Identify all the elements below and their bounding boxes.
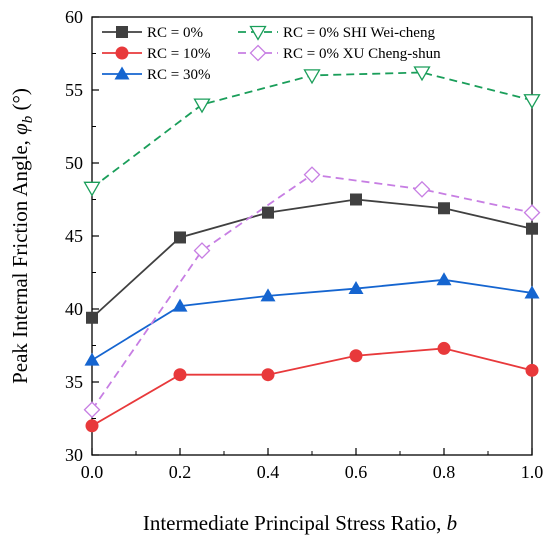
x-tick-label: 0.4 — [257, 462, 280, 482]
series-2-point — [85, 419, 99, 433]
legend-entry-label: RC = 0% XU Cheng-shun — [283, 46, 441, 62]
legend-entry-label: RC = 30% — [147, 67, 210, 83]
series-lines — [91, 71, 533, 427]
series-2-point — [261, 368, 275, 382]
series-1-point — [438, 202, 450, 215]
series-4-point — [193, 98, 211, 114]
legend-swatch-marker — [249, 44, 267, 62]
legend-entry-label: RC = 0% SHI Wei-cheng — [283, 25, 435, 41]
series-4-point — [303, 69, 321, 85]
series-2-point — [349, 349, 363, 363]
x-axis-title: Intermediate Principal Stress Ratio, b — [143, 511, 457, 535]
series-2-point — [525, 363, 539, 377]
series-3-point — [260, 288, 276, 302]
legend: RC = 0% RC = 10% RC = 30% RC = 0% SHI Wei-c… — [102, 25, 441, 83]
y-tick-label: 50 — [65, 153, 83, 173]
y-axis-title: Peak Internal Friction Angle, φb (°) — [8, 88, 36, 384]
series-5-point — [523, 204, 541, 222]
series-5-point — [193, 242, 211, 260]
series-5-point — [83, 401, 101, 419]
axis-ticks: 0.0 0.2 0.4 0.6 0.8 1.0 30 35 40 45 50 55 60 — [65, 7, 543, 482]
series-4-point — [523, 94, 541, 110]
x-tick-label: 0.2 — [169, 462, 192, 482]
series-5-point — [303, 166, 321, 184]
legend-swatch-marker — [249, 25, 267, 41]
x-axis-variable: b — [447, 511, 458, 535]
y-tick-label: 40 — [65, 299, 83, 319]
series-4-point — [83, 181, 101, 197]
y-tick-label: 45 — [65, 226, 83, 246]
series-3-point — [348, 281, 364, 295]
y-axis-variable-subscript: b — [20, 115, 36, 123]
series-1-point — [86, 311, 98, 324]
x-tick-label: 0.0 — [81, 462, 104, 482]
series-3-point — [84, 352, 100, 366]
legend-entry-label: RC = 0% — [147, 25, 203, 41]
series-3-point — [524, 285, 540, 299]
y-axis-variable: φ — [8, 123, 32, 135]
series-2-point — [437, 341, 451, 355]
legend-swatch-marker — [114, 66, 130, 80]
series-1-point — [174, 231, 186, 244]
y-tick-label: 60 — [65, 7, 83, 27]
series-3-point — [172, 298, 188, 312]
legend-swatch-marker — [115, 46, 129, 60]
y-tick-label: 55 — [65, 80, 83, 100]
y-axis-unit: (°) — [8, 88, 32, 116]
series-4-point — [413, 66, 431, 82]
series-5-point — [413, 180, 431, 198]
series-1-point — [526, 222, 538, 235]
x-tick-label: 0.6 — [345, 462, 368, 482]
legend-entry-label: RC = 10% — [147, 46, 210, 62]
x-tick-label: 1.0 — [521, 462, 544, 482]
series-2-point — [173, 368, 187, 382]
series-3-point — [436, 272, 452, 286]
series-line-1 — [91, 198, 533, 319]
y-tick-label: 35 — [65, 372, 83, 392]
series-line-3 — [91, 278, 533, 361]
y-tick-label: 30 — [65, 445, 83, 465]
series-markers — [83, 66, 541, 433]
series-1-point — [262, 206, 274, 219]
series-1-point — [350, 193, 362, 206]
series-line-2 — [91, 347, 533, 427]
x-tick-label: 0.8 — [433, 462, 456, 482]
legend-swatch-marker — [116, 26, 128, 38]
